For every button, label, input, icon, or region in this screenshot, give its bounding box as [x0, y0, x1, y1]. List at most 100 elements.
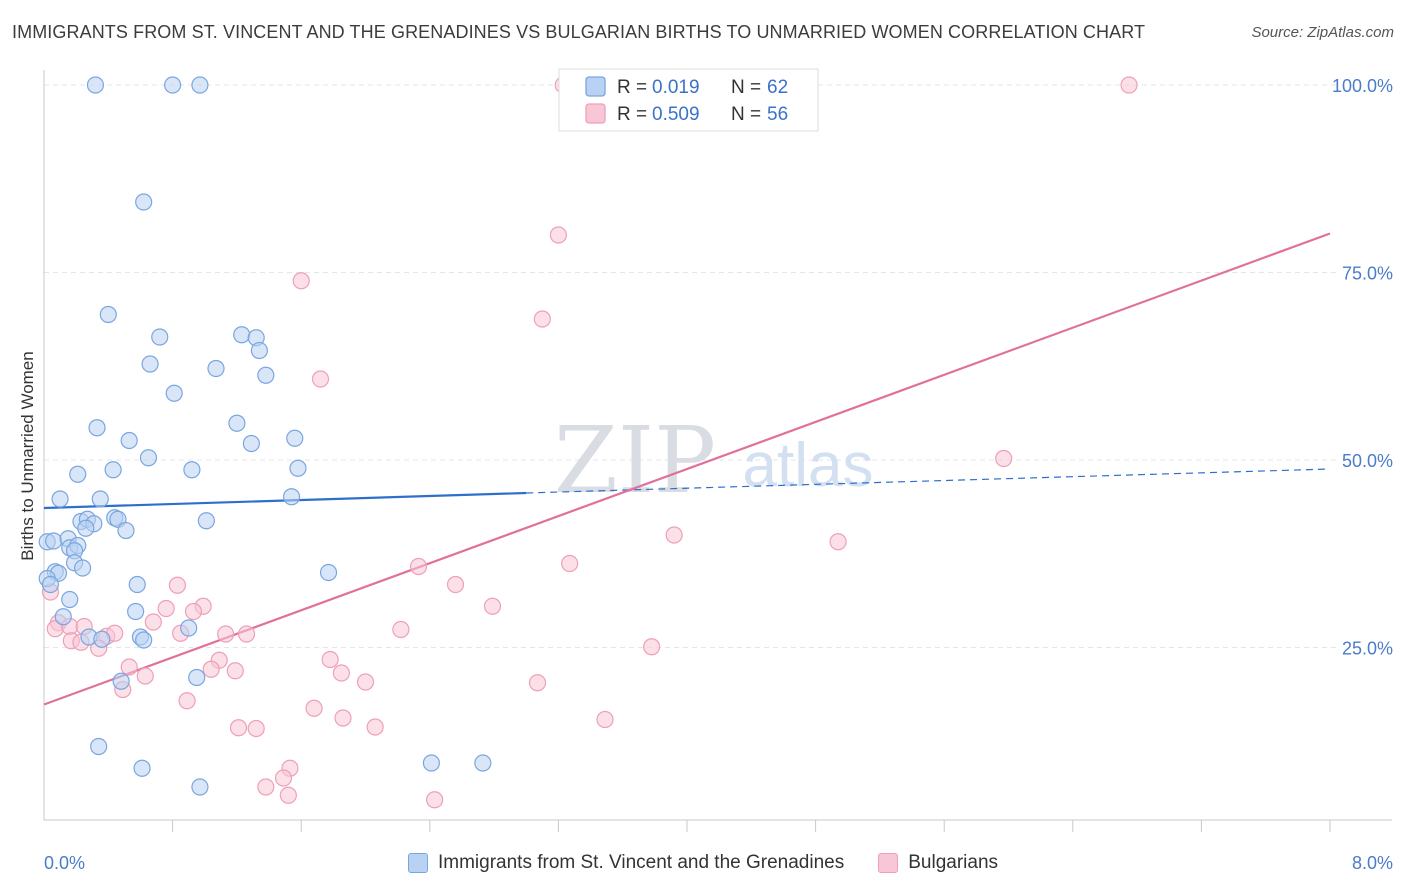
point-bulgarians	[168, 576, 187, 594]
watermark: ZIP atlas	[554, 407, 874, 514]
legend-n-value-bulgarians: 56	[767, 104, 788, 125]
y-tick-label: 75.0%	[1342, 264, 1393, 284]
x-tick-label: 8.0%	[1352, 853, 1393, 873]
point-bulgarians	[247, 719, 265, 738]
point-immigrants	[135, 193, 153, 211]
point-bulgarians	[829, 533, 847, 551]
point-immigrants	[164, 76, 182, 94]
point-bulgarians	[1120, 76, 1138, 94]
legend-item-immigrants: Immigrants from St. Vincent and the Gren…	[407, 852, 845, 874]
point-immigrants	[197, 512, 215, 530]
point-bulgarians	[202, 660, 220, 678]
point-immigrants	[165, 384, 183, 402]
x-tick-label: 0.0%	[44, 853, 85, 873]
point-bulgarians	[184, 602, 203, 621]
grid	[44, 84, 1340, 648]
legend-bottom: Immigrants from St. Vincent and the Gren…	[0, 852, 1406, 874]
legend-swatch-bulgarians	[878, 853, 899, 873]
y-axis-label: Births to Unmarried Women	[18, 351, 37, 560]
point-immigrants	[191, 778, 209, 796]
point-bulgarians	[178, 692, 196, 710]
point-immigrants	[93, 630, 111, 648]
point-immigrants	[188, 668, 206, 687]
point-immigrants	[250, 341, 269, 360]
point-immigrants	[191, 76, 209, 94]
point-immigrants	[151, 328, 169, 346]
point-bulgarians	[274, 769, 293, 787]
trend-line-immigrants-extension	[526, 468, 1331, 494]
point-immigrants	[228, 414, 246, 432]
point-bulgarians	[332, 664, 350, 682]
point-bulgarians	[392, 620, 410, 639]
point-immigrants	[319, 563, 338, 582]
legend-top: R = 0.019 N = 62 R = 0.509 N = 56	[558, 68, 819, 132]
point-bulgarians	[356, 673, 375, 691]
point-bulgarians	[217, 625, 235, 643]
legend-label-bulgarians: Bulgarians	[908, 852, 999, 873]
point-bulgarians	[257, 778, 275, 796]
legend-n-value-immigrants: 62	[767, 77, 788, 98]
point-bulgarians	[311, 370, 330, 388]
point-immigrants	[282, 488, 301, 506]
point-immigrants	[90, 737, 108, 756]
point-bulgarians	[995, 449, 1013, 468]
point-immigrants	[128, 575, 146, 594]
point-bulgarians	[334, 709, 352, 727]
point-bulgarians	[321, 650, 339, 669]
point-immigrants	[474, 754, 492, 772]
point-immigrants	[77, 519, 95, 537]
y-tick-label: 50.0%	[1342, 451, 1393, 471]
point-immigrants	[88, 419, 106, 437]
point-immigrants	[289, 459, 307, 477]
point-bulgarians	[561, 554, 579, 573]
point-immigrants	[112, 672, 130, 690]
point-immigrants	[133, 759, 151, 777]
point-bulgarians	[229, 719, 248, 737]
chart-title: IMMIGRANTS FROM ST. VINCENT AND THE GREN…	[12, 22, 1146, 42]
legend-r-value-immigrants: 0.019	[652, 77, 700, 98]
point-bulgarians	[549, 226, 568, 244]
watermark-atlas: atlas	[743, 431, 874, 500]
point-bulgarians	[643, 638, 661, 656]
axes: 25.0% 50.0% 75.0% 100.0% 0.0% 8.0%	[43, 70, 1393, 873]
legend-r-value-bulgarians: 0.509	[652, 104, 700, 125]
point-bulgarians	[237, 625, 256, 643]
legend-label-immigrants: Immigrants from St. Vincent and the Gren…	[437, 852, 845, 873]
point-bulgarians	[144, 613, 162, 631]
point-immigrants	[257, 366, 275, 384]
point-immigrants	[422, 754, 441, 772]
point-immigrants	[286, 429, 304, 447]
point-bulgarians	[483, 597, 502, 615]
source-label: Source: ZipAtlas.com	[1251, 24, 1394, 41]
y-tick-label: 100.0%	[1332, 76, 1393, 96]
point-immigrants	[180, 619, 198, 637]
legend-swatch-immigrants	[407, 853, 428, 873]
legend-r-label-immigrants: R =	[617, 77, 647, 98]
y-tick-label: 25.0%	[1342, 639, 1393, 659]
point-bulgarians	[409, 557, 428, 576]
point-immigrants	[183, 461, 201, 479]
watermark-zip: ZIP	[554, 407, 716, 514]
legend-top-swatch-bulgarians	[585, 103, 606, 124]
point-immigrants	[242, 434, 260, 453]
point-bulgarians	[665, 526, 683, 544]
point-immigrants	[233, 326, 251, 344]
legend-n-label-bulgarians: N =	[731, 104, 761, 125]
point-bulgarians	[596, 710, 614, 729]
point-bulgarians	[136, 667, 154, 685]
point-immigrants	[69, 465, 87, 483]
point-immigrants	[135, 631, 153, 649]
point-bulgarians	[533, 310, 551, 328]
point-bulgarians	[426, 791, 444, 809]
point-immigrants	[51, 490, 69, 508]
point-immigrants	[127, 602, 145, 621]
point-immigrants	[86, 76, 105, 94]
point-bulgarians	[528, 674, 547, 692]
point-bulgarians	[305, 699, 323, 717]
point-bulgarians	[279, 786, 297, 804]
legend-n-label-immigrants: N =	[731, 77, 761, 98]
point-immigrants	[41, 575, 60, 594]
point-bulgarians	[120, 658, 138, 676]
point-immigrants	[99, 305, 117, 324]
